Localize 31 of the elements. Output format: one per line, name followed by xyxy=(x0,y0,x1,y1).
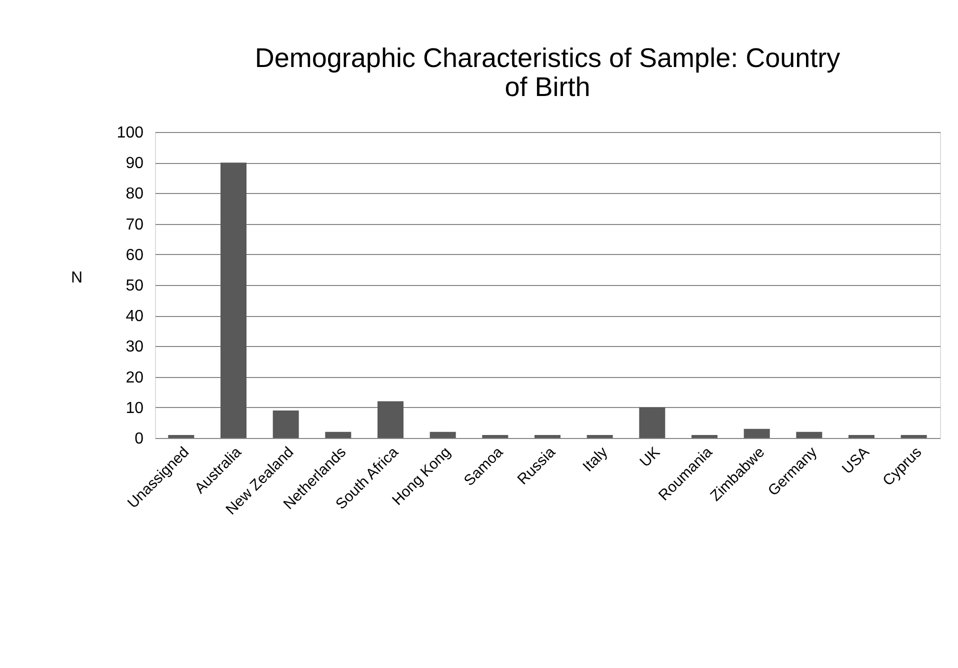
bar xyxy=(430,432,456,438)
bar xyxy=(534,434,560,438)
y-tick-label: 30 xyxy=(126,338,144,356)
bar xyxy=(220,162,246,438)
y-tick-label: 60 xyxy=(126,246,144,264)
bar xyxy=(796,432,822,438)
y-tick-label: 20 xyxy=(126,369,144,386)
bar xyxy=(692,434,718,438)
y-tick-label: 100 xyxy=(116,124,144,142)
chart-title: Demographic Characteristics of Sample: Country of Birth xyxy=(254,43,841,102)
bar xyxy=(325,432,352,438)
y-tick-label: 70 xyxy=(126,216,144,234)
bar xyxy=(639,407,666,438)
bar xyxy=(272,410,299,438)
x-tick-label: USA xyxy=(838,444,873,478)
bar xyxy=(848,434,874,438)
y-tick-label: 80 xyxy=(126,186,144,203)
bar xyxy=(378,401,404,438)
y-tick-label: 50 xyxy=(126,278,144,294)
bar xyxy=(168,434,194,438)
bar xyxy=(482,434,508,438)
x-tick-label: Italy xyxy=(580,443,612,476)
x-tick-label: UK xyxy=(636,444,664,471)
y-tick-label: 90 xyxy=(126,155,144,172)
bar xyxy=(744,428,770,438)
y-tick-label: 10 xyxy=(126,400,144,417)
y-tick-label: 0 xyxy=(134,430,144,448)
bar xyxy=(900,434,927,438)
y-axis-title: N xyxy=(71,270,83,286)
bar xyxy=(586,434,613,438)
y-tick-label: 40 xyxy=(126,308,144,326)
